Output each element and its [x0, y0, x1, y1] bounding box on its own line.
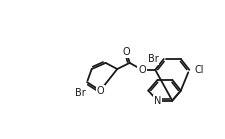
- Text: N: N: [154, 96, 161, 106]
- Text: O: O: [96, 86, 104, 96]
- Text: O: O: [123, 47, 130, 57]
- Text: O: O: [138, 65, 146, 75]
- Text: Br: Br: [75, 88, 86, 98]
- Text: Cl: Cl: [195, 65, 204, 75]
- Text: Br: Br: [148, 54, 158, 64]
